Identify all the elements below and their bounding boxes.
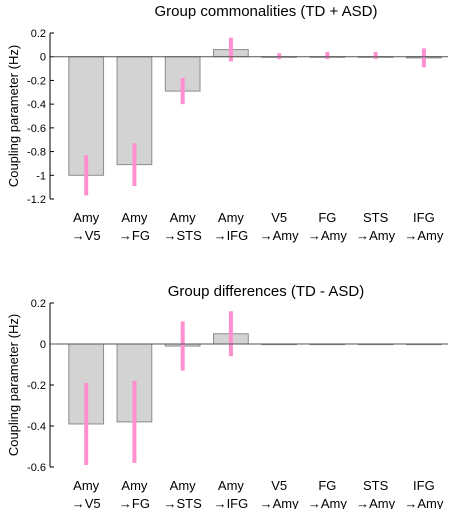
category-label-bottom: →Amy — [356, 496, 396, 509]
category-labels: Amy →V5 Amy →FG Amy →STS Amy →IFG V5 →Amy FG →Amy ST… — [72, 478, 444, 509]
error-bars — [84, 311, 233, 465]
category-label-top: STS — [363, 210, 389, 225]
category-label-bottom: →Amy — [260, 496, 300, 509]
category-label-top: Amy — [218, 478, 245, 493]
bars — [68, 333, 442, 425]
y-tick-labels: 0.2 0 -0.2 -0.4 -0.6 -0.8 -1 -1.2 — [27, 28, 54, 206]
y-tick-label: -0.6 — [27, 123, 46, 135]
category-label-top: Amy — [121, 478, 148, 493]
category-labels: Amy →V5 Amy →FG Amy →STS Amy →IFG V5 →Amy FG →Amy ST… — [72, 210, 444, 243]
category-label-bottom: →Amy — [404, 228, 444, 243]
category-label-bottom: →V5 — [72, 228, 101, 243]
category-label-top: FG — [318, 478, 336, 493]
y-tick-label: -1.2 — [27, 194, 46, 206]
y-tick-label: -0.2 — [27, 75, 46, 87]
category-label-bottom: →FG — [119, 496, 150, 509]
y-tick-label: 0.2 — [31, 298, 46, 310]
category-label-bottom: →Amy — [260, 228, 300, 243]
category-label-bottom: →Amy — [404, 496, 444, 509]
error-bars — [84, 37, 426, 196]
chart-title: Group differences (TD - ASD) — [168, 283, 364, 300]
y-tick-label: -0.2 — [27, 380, 46, 392]
y-tick-label: -0.8 — [27, 147, 46, 159]
y-tick-label: -0.6 — [27, 462, 46, 474]
y-tick-label: -0.4 — [27, 421, 46, 433]
y-tick-label: 0.2 — [31, 28, 46, 40]
category-label-top: Amy — [170, 478, 197, 493]
panel-differences: Group differences (TD - ASD) 0.2 0 -0.2 -0.… — [6, 283, 448, 509]
y-tick-label: 0 — [40, 52, 46, 64]
category-label-bottom: →V5 — [72, 496, 101, 509]
y-tick-label: -0.4 — [27, 99, 46, 111]
category-label-top: Amy — [73, 478, 100, 493]
category-label-bottom: →Amy — [356, 228, 396, 243]
panel-commonalities: Group commonalities (TD + ASD) 0.2 0 -0.2 -… — [6, 3, 448, 243]
category-label-top: FG — [318, 210, 336, 225]
y-tick-labels: 0.2 0 -0.2 -0.4 -0.6 — [27, 298, 54, 474]
category-label-top: IFG — [413, 210, 435, 225]
y-tick-label: -1 — [36, 170, 46, 182]
category-label-bottom: →IFG — [214, 228, 249, 243]
category-label-top: V5 — [271, 478, 287, 493]
y-axis-label: Coupling parameter (Hz) — [6, 45, 21, 187]
category-label-bottom: →FG — [119, 228, 150, 243]
category-label-top: IFG — [413, 478, 435, 493]
category-label-top: Amy — [121, 210, 148, 225]
category-label-top: Amy — [170, 210, 197, 225]
category-label-bottom: →Amy — [308, 228, 348, 243]
y-tick-label: 0 — [40, 339, 46, 351]
bars — [68, 49, 442, 176]
category-label-bottom: →IFG — [214, 496, 249, 509]
category-label-bottom: →STS — [164, 228, 203, 243]
category-label-top: Amy — [218, 210, 245, 225]
chart-title: Group commonalities (TD + ASD) — [155, 3, 378, 20]
category-label-top: STS — [363, 478, 389, 493]
category-label-top: Amy — [73, 210, 100, 225]
y-axis-label: Coupling parameter (Hz) — [6, 314, 21, 456]
category-label-bottom: →Amy — [308, 496, 348, 509]
category-label-top: V5 — [271, 210, 287, 225]
category-label-bottom: →STS — [164, 496, 203, 509]
